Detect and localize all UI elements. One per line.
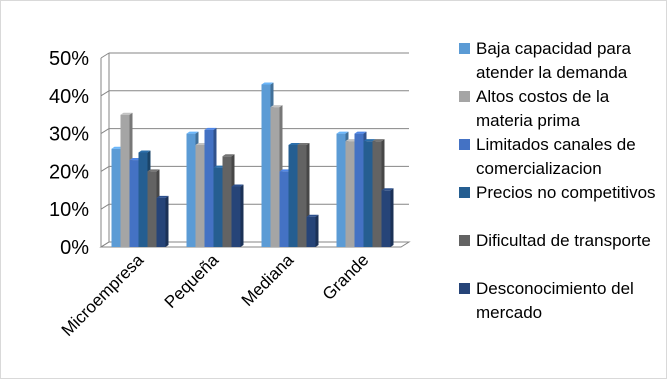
- legend-label: Dificultad de transporte: [476, 231, 651, 250]
- legend-swatch: [459, 283, 470, 294]
- x-category-label: Grande: [319, 250, 373, 304]
- bar-grande-4: [363, 141, 373, 247]
- bar-microempresa-1: [111, 148, 121, 247]
- bar-grande-6: [381, 190, 391, 247]
- bar-mediana-1: [261, 84, 271, 248]
- bar-mediana-5: [297, 144, 307, 247]
- bar-pequeña-5-top: [222, 154, 235, 157]
- bar-microempresa-4-top: [138, 150, 151, 153]
- bar-mediana-4: [288, 144, 298, 247]
- bar-pequeña-6-top: [231, 184, 244, 187]
- gridline-side: [100, 128, 110, 135]
- legend-item: Precios no competitivos: [459, 181, 664, 229]
- y-tick-label: 40%: [49, 86, 89, 108]
- bar-microempresa-4: [138, 152, 148, 247]
- legend-swatch: [459, 235, 470, 246]
- bar-pequeña-1: [186, 133, 196, 247]
- bar-pequeña-1-top: [186, 131, 199, 134]
- x-category-label: Mediana: [238, 250, 298, 310]
- y-tick-label: 50%: [49, 48, 89, 70]
- bar-pequeña-3: [204, 129, 214, 247]
- y-tick-label: 20%: [49, 161, 89, 183]
- legend-item: Dificultad de transporte: [459, 229, 664, 277]
- bar-grande-3: [354, 133, 364, 247]
- bar-grande-6-side: [390, 188, 394, 247]
- bar-microempresa-6-top: [156, 195, 169, 198]
- x-category-label: Microempresa: [58, 250, 148, 340]
- bar-grande-5: [372, 141, 382, 247]
- bar-grande-1: [336, 133, 346, 247]
- bar-grande-3-top: [354, 131, 367, 134]
- bar-microempresa-2-top: [120, 112, 133, 115]
- bar-microempresa-5-top: [147, 169, 160, 172]
- legend-item: Baja capacidad para atender la demanda: [459, 37, 664, 85]
- bar-mediana-6: [306, 216, 316, 247]
- y-tick-label: 0%: [60, 237, 89, 259]
- bar-mediana-6-side: [315, 214, 319, 247]
- bar-grande-1-top: [336, 131, 349, 134]
- bar-microempresa-3: [129, 160, 139, 247]
- bar-grande-4-top: [363, 139, 376, 142]
- chart-frame: 0% 10% 20% 30% 40% 50% Microempresa Pequeña Medi…: [0, 0, 667, 379]
- bar-microempresa-5: [147, 171, 157, 247]
- gridline-side: [100, 203, 110, 210]
- legend-label: Desconocimiento del mercado: [476, 279, 634, 322]
- bar-pequeña-3-top: [204, 127, 217, 130]
- gridline-side: [100, 90, 110, 97]
- bar-microempresa-6-side: [165, 195, 169, 247]
- legend-label: Baja capacidad para atender la demanda: [476, 39, 632, 82]
- gridline-side: [100, 52, 110, 59]
- legend-label: Precios no competitivos: [476, 183, 656, 202]
- bar-pequeña-5: [222, 156, 232, 247]
- bar-mediana-1-top: [261, 82, 274, 85]
- legend-item: Altos costos de la materia prima: [459, 85, 664, 133]
- bar-mediana-6-top: [306, 214, 319, 217]
- legend-item: Desconocimiento del mercado: [459, 277, 664, 325]
- bar-grande-2: [345, 141, 355, 247]
- bar-mediana-5-top: [297, 142, 310, 145]
- y-tick-label: 10%: [49, 199, 89, 221]
- gridline-side: [100, 165, 110, 172]
- x-category-label: Pequeña: [161, 250, 223, 312]
- bar-mediana-2: [270, 107, 280, 247]
- legend: Baja capacidad para atender la demanda Al…: [459, 37, 664, 325]
- legend-swatch: [459, 139, 470, 150]
- bar-pequeña-4: [213, 167, 223, 247]
- bar-mediana-3: [279, 171, 289, 247]
- bar-pequeña-6-side: [240, 184, 244, 247]
- legend-label: Limitados canales de comercializacion: [476, 135, 636, 178]
- bar-pequeña-2: [195, 144, 205, 247]
- legend-swatch: [459, 43, 470, 54]
- legend-swatch: [459, 187, 470, 198]
- bar-pequeña-6: [231, 186, 241, 247]
- bar-mediana-4-top: [288, 142, 301, 145]
- legend-item: Limitados canales de comercializacion: [459, 133, 664, 181]
- bar-microempresa-6: [156, 197, 166, 247]
- bar-mediana-2-top: [270, 105, 283, 108]
- legend-swatch: [459, 91, 470, 102]
- bar-microempresa-2: [120, 114, 130, 247]
- bar-grande-5-top: [372, 139, 385, 142]
- legend-label: Altos costos de la materia prima: [476, 87, 610, 130]
- bar-grande-6-top: [381, 188, 394, 191]
- y-tick-label: 30%: [49, 124, 89, 146]
